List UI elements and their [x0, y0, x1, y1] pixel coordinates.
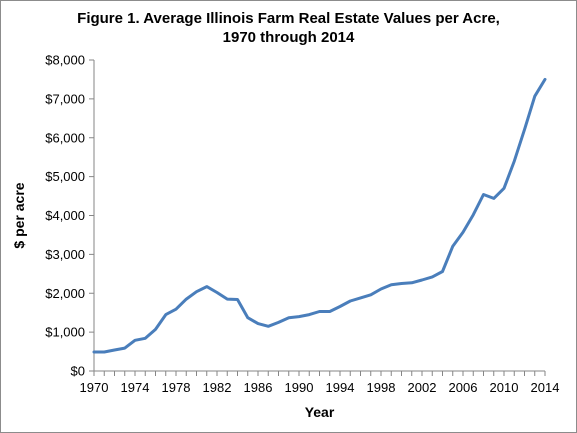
x-tick-label: 2014	[531, 380, 560, 395]
chart-title: Figure 1. Average Illinois Farm Real Est…	[0, 9, 577, 47]
chart-title-line-2: 1970 through 2014	[222, 29, 355, 46]
y-axis-ticks: $0 $1,000 $2,000 $3,000 $4,000 $5,000 $6,000 $7…	[45, 53, 94, 379]
x-tick-label: 1994	[326, 380, 355, 395]
series-layer	[92, 77, 547, 354]
x-tick-label: 1978	[162, 380, 191, 395]
series-line	[92, 77, 547, 354]
x-tick-label: 1990	[285, 380, 314, 395]
y-tick-label: $4,000	[45, 208, 85, 223]
y-axis-title: $ per acre	[11, 182, 27, 248]
chart-title-line-1: Figure 1. Average Illinois Farm Real Est…	[77, 10, 500, 27]
y-tick-label: $6,000	[45, 130, 85, 145]
x-tick-label: 1970	[80, 380, 109, 395]
y-tick-label: $5,000	[45, 169, 85, 184]
y-tick-label: $0	[71, 364, 85, 379]
y-tick-label: $7,000	[45, 91, 85, 106]
x-tick-label: 2010	[490, 380, 519, 395]
x-tick-label: 2006	[449, 380, 478, 395]
y-tick-label: $8,000	[45, 53, 85, 68]
y-tick-label: $1,000	[45, 325, 85, 340]
x-tick-label: 2002	[408, 380, 437, 395]
x-axis-ticks: 1970 1974 1978 1982 1986 1990 1994 1998 2002 2006…	[80, 371, 560, 395]
x-tick-label: 1982	[203, 380, 232, 395]
x-tick-label: 1986	[244, 380, 273, 395]
x-axis-title: Year	[305, 404, 335, 420]
y-tick-label: $3,000	[45, 247, 85, 262]
x-tick-label: 1974	[121, 380, 150, 395]
y-tick-label: $2,000	[45, 286, 85, 301]
x-tick-label: 1998	[367, 380, 396, 395]
